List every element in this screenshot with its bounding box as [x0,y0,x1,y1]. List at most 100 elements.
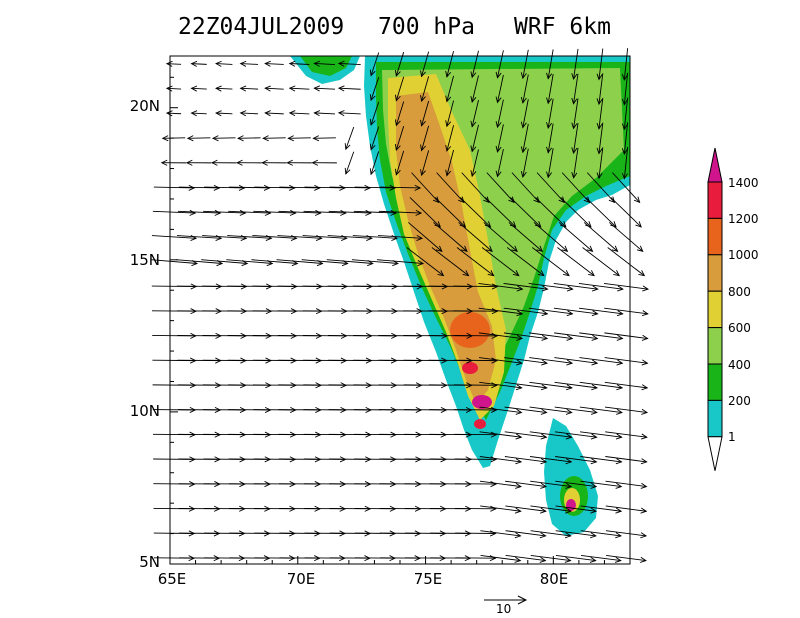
wind-vector-head [369,143,376,151]
wind-vector [547,49,554,79]
wind-vector-head [564,556,572,563]
wind-vector [504,456,547,463]
wind-vector [378,210,422,214]
wind-vector-head [566,285,574,292]
wind-vector-head [617,285,624,292]
wind-vector-head [490,406,498,413]
wind-vector [579,307,623,315]
highland-red-2 [474,419,486,429]
wind-vector [265,63,284,65]
wind-vector-head [514,532,522,539]
wind-vector-head [615,458,623,465]
wind-vector [370,77,380,101]
wind-vector-head [415,209,423,216]
wind-vector [478,282,523,290]
wind-vector-head [614,556,622,563]
wind-vector [623,48,629,80]
wind-vector-head [263,184,271,191]
wind-vector [553,307,598,315]
wind-vector [558,222,593,252]
wind-vector [511,172,540,203]
wind-vector-head [546,97,553,105]
wind-vector [191,87,207,90]
wind-vector [478,357,522,364]
wind-vector [479,480,521,488]
wind-vector-head [435,245,443,253]
wind-vector-head [437,270,445,277]
wind-vector [178,186,220,189]
wind-vector [497,50,504,78]
wind-vector-head [489,530,497,537]
wind-vector-head [445,95,452,103]
wind-vector [479,406,522,413]
wind-vector-head [610,221,617,228]
wind-vector [580,505,622,512]
wind-vector [240,63,259,65]
wind-vector [529,357,573,364]
wind-vector [532,247,570,277]
wind-vector-head [641,433,648,440]
wind-vector-head [210,159,218,166]
wind-vector-head [615,482,623,489]
wind-vector-head [546,146,553,154]
wind-vector-head [190,110,198,117]
wind-vector-head [640,482,648,489]
wind-vector-head [470,120,477,128]
wind-vector [446,125,455,152]
wind-vector [555,456,597,463]
wind-vector [530,554,571,562]
wind-vector [277,235,322,239]
wind-vector [580,554,621,562]
wind-vector [497,124,504,152]
wind-vector [288,137,311,139]
wind-vector-head [264,110,271,117]
wind-reference-label: 10 [496,602,512,616]
wind-vector-head [214,209,222,216]
wind-vector [604,332,648,339]
wind-vector-head [585,221,592,228]
wind-vector-head [583,196,591,204]
wind-vector [278,210,321,214]
title-level: 700 hPa [378,14,475,40]
colorbar-band [707,363,723,401]
wind-vector-head [541,334,549,341]
wind-vector [623,146,629,179]
wind-vector [497,148,504,177]
title-time: 22Z04JUL2009 [178,14,345,40]
wind-vector-head [636,245,644,253]
wind-vector [604,406,648,413]
wind-vector-head [590,408,598,415]
wind-vector-head [495,170,502,178]
wind-vector-head [571,73,578,81]
wind-vector-head [420,144,426,152]
wind-vector [503,332,548,339]
wind-vector [478,307,523,315]
wind-vector-head [262,135,269,142]
wind-vector [560,197,592,228]
wind-vector [421,76,430,102]
wind-vector [471,149,479,177]
wind-vector-head [515,384,523,391]
wind-vector [529,431,572,438]
wind-vector [446,75,455,102]
wind-vector-head [546,122,553,130]
wind-vector-head [615,507,623,514]
wind-vector [598,122,604,154]
wind-vector [203,210,246,214]
wind-vector-head [462,270,470,277]
wind-vector [227,235,272,239]
wind-vector-head [365,209,372,216]
colorbar-band [707,290,723,329]
wind-vector-head [416,234,424,241]
wind-vector-head [514,507,522,514]
wind-vector-head [590,433,598,440]
colorbar-band [707,181,723,219]
wind-vector [289,87,310,90]
wind-vector [434,197,466,228]
wind-vector-head [420,70,426,78]
wind-vector-head [420,169,426,177]
wind-vector-head [512,270,520,277]
wind-vector-head [394,144,401,152]
wind-vector [480,530,521,537]
wind-vector [605,431,647,438]
